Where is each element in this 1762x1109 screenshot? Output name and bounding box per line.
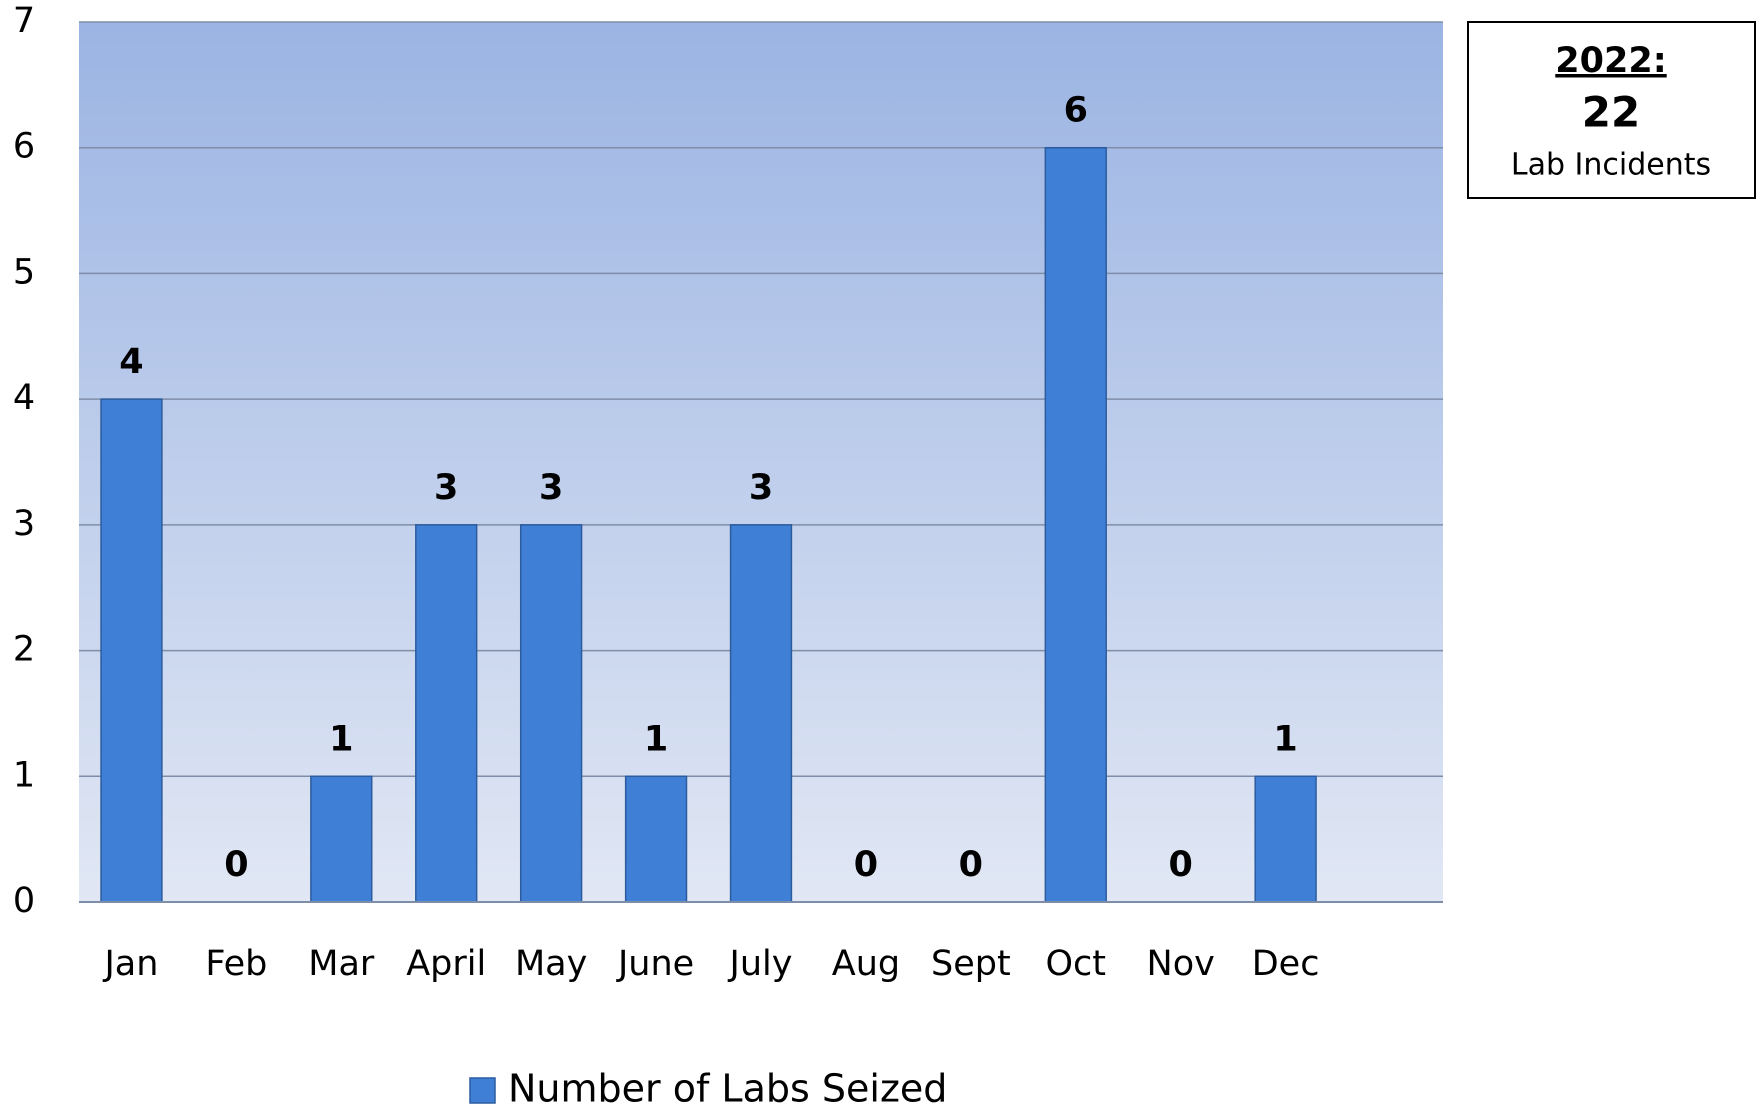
data-label: 0	[959, 845, 983, 885]
y-tick-label: 5	[13, 252, 35, 292]
y-tick-label: 7	[13, 1, 35, 41]
bar	[729, 524, 793, 903]
legend-swatch	[469, 1077, 496, 1104]
x-tick-label: May	[515, 944, 587, 984]
data-label: 0	[854, 845, 878, 885]
y-tick-label: 4	[13, 378, 35, 418]
data-label: 1	[644, 719, 668, 759]
legend-label: Number of Labs Seized	[508, 1067, 947, 1109]
x-tick-label: July	[728, 944, 793, 984]
bar	[100, 398, 163, 903]
annotation-caption: Lab Incidents	[1511, 148, 1711, 183]
bar	[1044, 146, 1107, 903]
data-label: 4	[119, 342, 143, 382]
x-tick-label: Dec	[1252, 944, 1320, 984]
data-label: 1	[1273, 719, 1297, 759]
data-label: 3	[434, 468, 458, 508]
data-label: 3	[539, 468, 563, 508]
data-label: 1	[329, 719, 353, 759]
x-tick-label: Jan	[102, 944, 158, 984]
bar	[624, 775, 688, 903]
data-label: 0	[224, 845, 248, 885]
x-tick-label: Nov	[1147, 944, 1215, 984]
annotation-heading: 2022:	[1555, 41, 1666, 81]
annotation-box	[1467, 21, 1756, 199]
x-tick-label: April	[406, 944, 486, 984]
x-tick-label: Aug	[832, 944, 900, 984]
data-label: 0	[1169, 845, 1193, 885]
annotation-total: 22	[1582, 88, 1640, 137]
y-tick-label: 0	[13, 881, 35, 921]
bar	[310, 775, 373, 903]
bar	[1254, 775, 1317, 903]
x-tick-label: Mar	[308, 944, 375, 984]
x-tick-label: Oct	[1046, 944, 1107, 984]
y-tick-label: 3	[13, 504, 35, 544]
bar	[415, 524, 478, 903]
x-tick-label: Feb	[205, 944, 267, 984]
data-label: 6	[1064, 91, 1088, 131]
data-label: 3	[749, 468, 773, 508]
y-tick-label: 6	[13, 127, 35, 167]
y-tick-label: 1	[13, 755, 35, 795]
y-tick-label: 2	[13, 630, 35, 670]
bar	[519, 524, 583, 903]
x-tick-label: Sept	[931, 944, 1011, 984]
x-tick-label: June	[616, 944, 694, 984]
